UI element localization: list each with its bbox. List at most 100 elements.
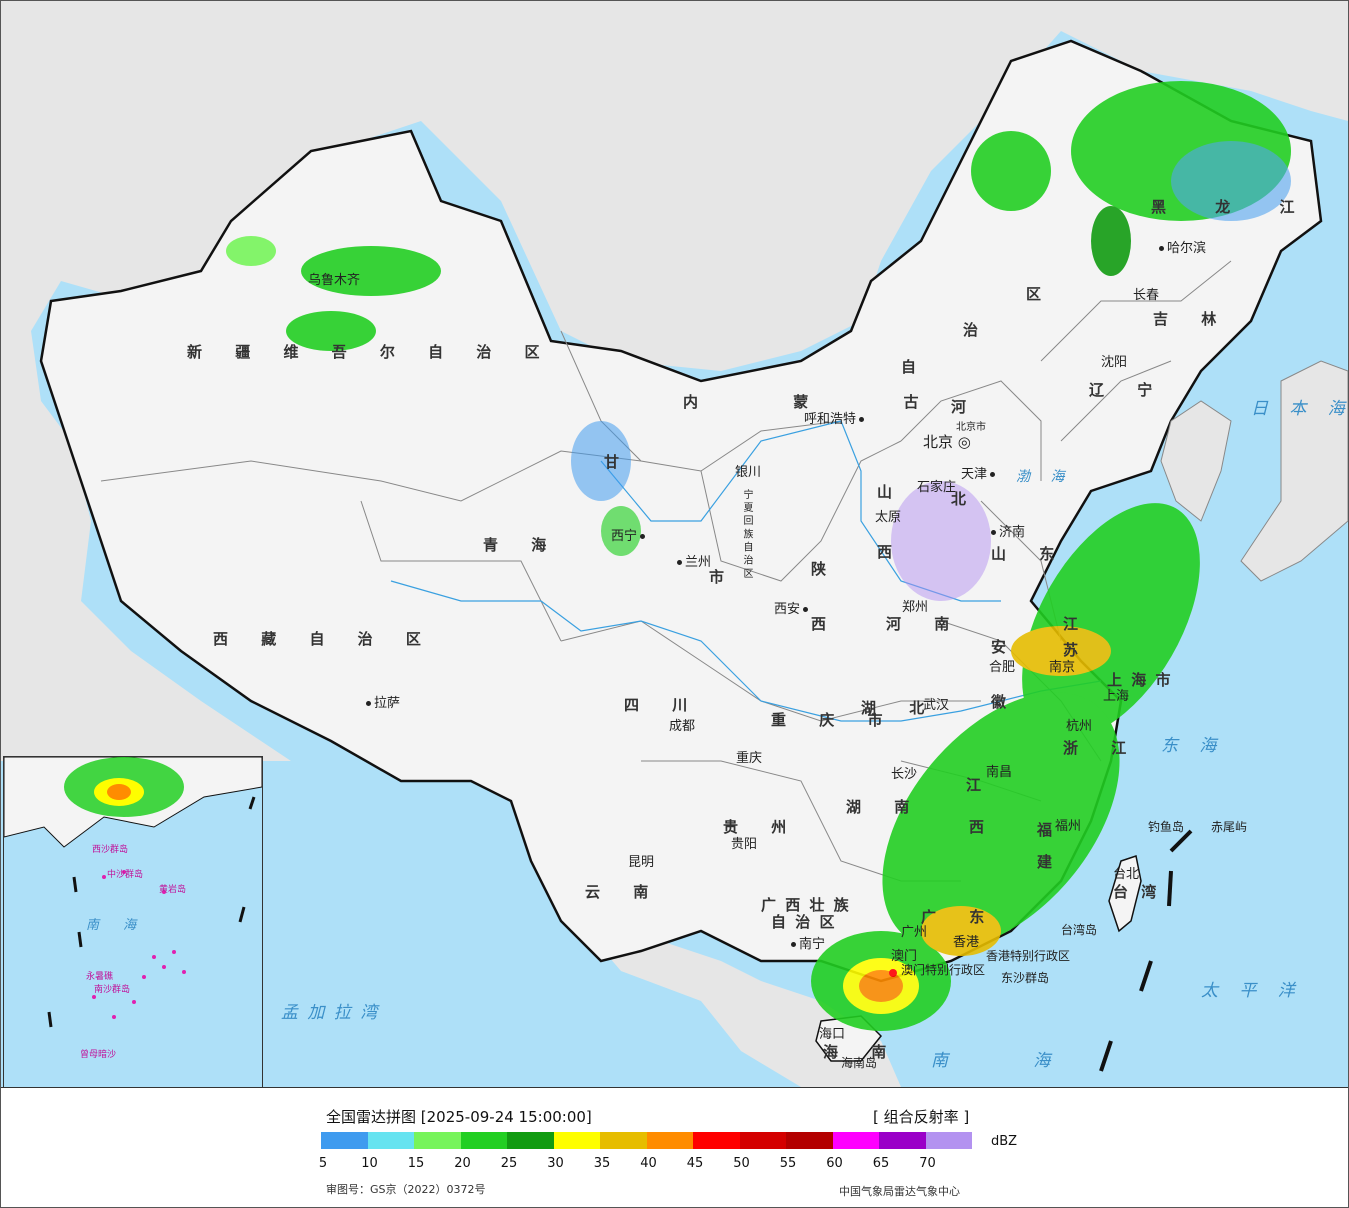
hk-sar-label: 香港特别行政区 — [986, 949, 1071, 963]
sea-east-china: 东 海 — [1161, 736, 1225, 756]
sea-south-china: 南 海 — [931, 1051, 1091, 1071]
region-henan: 河 南 — [886, 615, 964, 633]
region-jiangsu-1: 江 — [1063, 615, 1093, 633]
region-xinjiang: 新 疆 维 吾 尔 自 治 区 — [187, 343, 554, 361]
region-hainan: 海 南 — [823, 1043, 901, 1061]
colorbar-tick-label: 55 — [779, 1156, 797, 1171]
region-shaanxi-2: 西 — [811, 615, 841, 633]
city-xian: 西安 — [774, 598, 811, 617]
region-shanxi-1: 山 — [877, 483, 907, 501]
region-gansu-shi: 市 — [709, 568, 739, 586]
colorbar — [321, 1132, 972, 1149]
city-taipei: 台北 — [1113, 867, 1140, 882]
region-ningxia: 宁 夏 回 族 自 治 区 — [741, 489, 752, 579]
region-fujian-2: 建 — [1037, 853, 1067, 871]
legend-panel: 全国雷达拼图 [2025-09-24 15:00:00] [ 组合反射率 ] 5… — [1, 1088, 1348, 1208]
city-hangzhou: 杭州 — [1066, 719, 1093, 734]
city-lanzhou: 兰州 — [677, 551, 711, 570]
macau-sar-label: 澳门特别行政区 — [901, 963, 986, 977]
region-taiwan: 台 湾 — [1113, 883, 1161, 901]
region-shanghai: 上 海 市 — [1107, 671, 1173, 689]
city-guangzhou: 广州 — [901, 925, 928, 940]
island-diaoyu: 钓鱼岛 — [1148, 820, 1185, 834]
colorbar-tick-label: 15 — [407, 1156, 425, 1171]
colorbar-swatch — [414, 1132, 461, 1149]
city-yinchuan: 银川 — [735, 465, 762, 480]
region-guizhou: 贵 州 — [723, 818, 801, 836]
city-shanghai: 上海 — [1103, 689, 1130, 704]
agency-name: 中国气象局雷达气象中心 — [839, 1185, 960, 1198]
colorbar-tick-label: 30 — [547, 1156, 564, 1171]
city-shijiazhuang: 石家庄 — [917, 480, 957, 495]
city-kunming: 昆明 — [628, 855, 655, 870]
inset-yongshu: 永暑礁 — [86, 972, 114, 982]
region-jiangxi-2: 西 — [969, 818, 999, 836]
colorbar-tick-label: 10 — [361, 1156, 378, 1171]
city-dot — [791, 942, 796, 947]
colorbar-tick-label: 35 — [593, 1156, 611, 1171]
region-yunnan: 云 南 — [585, 883, 663, 901]
colorbar-swatch — [507, 1132, 554, 1149]
colorbar-tick-label: 50 — [733, 1156, 750, 1171]
region-hunan: 湖 南 — [846, 798, 924, 816]
city-taiyuan: 太原 — [875, 510, 902, 525]
region-guangxi: 广 西 壮 族 — [761, 896, 851, 914]
inset-nansha: 南沙群岛 — [94, 985, 131, 995]
region-jiangsu-2: 苏 — [1063, 641, 1093, 659]
colorbar-swatch — [600, 1132, 647, 1149]
colorbar-tick-label: 70 — [919, 1156, 936, 1171]
sea-bengal: 孟 加 拉 湾 — [281, 1003, 380, 1023]
inset-south-china-sea: 南 海 — [86, 918, 147, 933]
region-jilin: 吉 林 — [1153, 310, 1231, 328]
island-dongsha: 东沙群岛 — [1001, 971, 1050, 985]
colorbar-tick-label: 65 — [872, 1156, 890, 1171]
colorbar-swatch — [925, 1132, 972, 1149]
region-xizang: 西 藏 自 治 区 — [213, 630, 435, 648]
region-hebei-1: 河 — [951, 398, 981, 416]
city-haikou: 海口 — [819, 1027, 846, 1042]
colorbar-swatch — [367, 1132, 414, 1149]
region-qinghai: 青 海 — [483, 536, 561, 554]
city-chongqing: 重庆 — [736, 751, 763, 766]
sea-bohai: 渤 海 — [1016, 469, 1073, 485]
city-fuzhou: 福州 — [1055, 819, 1082, 834]
city-changchun: 长春 — [1133, 288, 1160, 303]
region-shaanxi-1: 陕 — [811, 560, 841, 578]
colorbar-swatch — [739, 1132, 786, 1149]
colorbar-tick-label: 60 — [826, 1156, 843, 1171]
region-heilongjiang: 黑 龙 江 — [1151, 198, 1317, 216]
region-guangxi-2: 自 治 区 — [771, 913, 837, 931]
region-guangdong: 广 东 — [921, 908, 999, 926]
colorbar-tick-label: 40 — [640, 1156, 657, 1171]
region-zhejiang: 浙 江 — [1063, 739, 1141, 757]
colorbar-swatch — [321, 1132, 368, 1149]
colorbar-tick-label: 45 — [686, 1156, 704, 1171]
city-harbin: 哈尔滨 — [1159, 237, 1206, 256]
city-dot — [991, 530, 996, 535]
city-dot — [803, 607, 809, 612]
city-nanjing: 南京 — [1049, 660, 1076, 675]
island-taiwan: 台湾岛 — [1061, 923, 1098, 937]
product-name: [ 组合反射率 ] — [873, 1108, 970, 1126]
city-urumqi: 乌鲁木齐 — [308, 273, 361, 288]
city-hefei: 合肥 — [989, 660, 1016, 675]
island-hainan: 海南岛 — [841, 1056, 878, 1070]
city-nanchang: 南昌 — [986, 765, 1013, 780]
colorbar-tick-label: 20 — [454, 1156, 471, 1171]
city-beijing-shi: 北京市 — [956, 422, 986, 433]
inset-zengmu: 曾母暗沙 — [80, 1050, 117, 1060]
region-neimenggu-4: 区 — [1026, 285, 1056, 303]
city-dot — [990, 472, 996, 477]
colorbar-swatch — [646, 1132, 693, 1149]
region-shandong: 山 东 — [991, 545, 1069, 563]
region-chongqing: 重 庆 市 — [771, 711, 897, 729]
inset-zhongsha: 中沙群岛 — [107, 870, 144, 880]
region-fujian-1: 福 — [1037, 821, 1067, 839]
city-guiyang: 贵阳 — [731, 837, 758, 852]
region-neimenggu: 内 蒙 古 — [683, 393, 964, 411]
city-wuhan: 武汉 — [923, 698, 950, 713]
city-hongkong: 香港 — [953, 935, 980, 950]
city-chengdu: 成都 — [669, 719, 696, 734]
south-china-sea-inset: 南 海 中沙群岛 黄岩岛 西沙群岛 南沙群岛 永暑礁 曾母暗沙 — [3, 756, 263, 1087]
